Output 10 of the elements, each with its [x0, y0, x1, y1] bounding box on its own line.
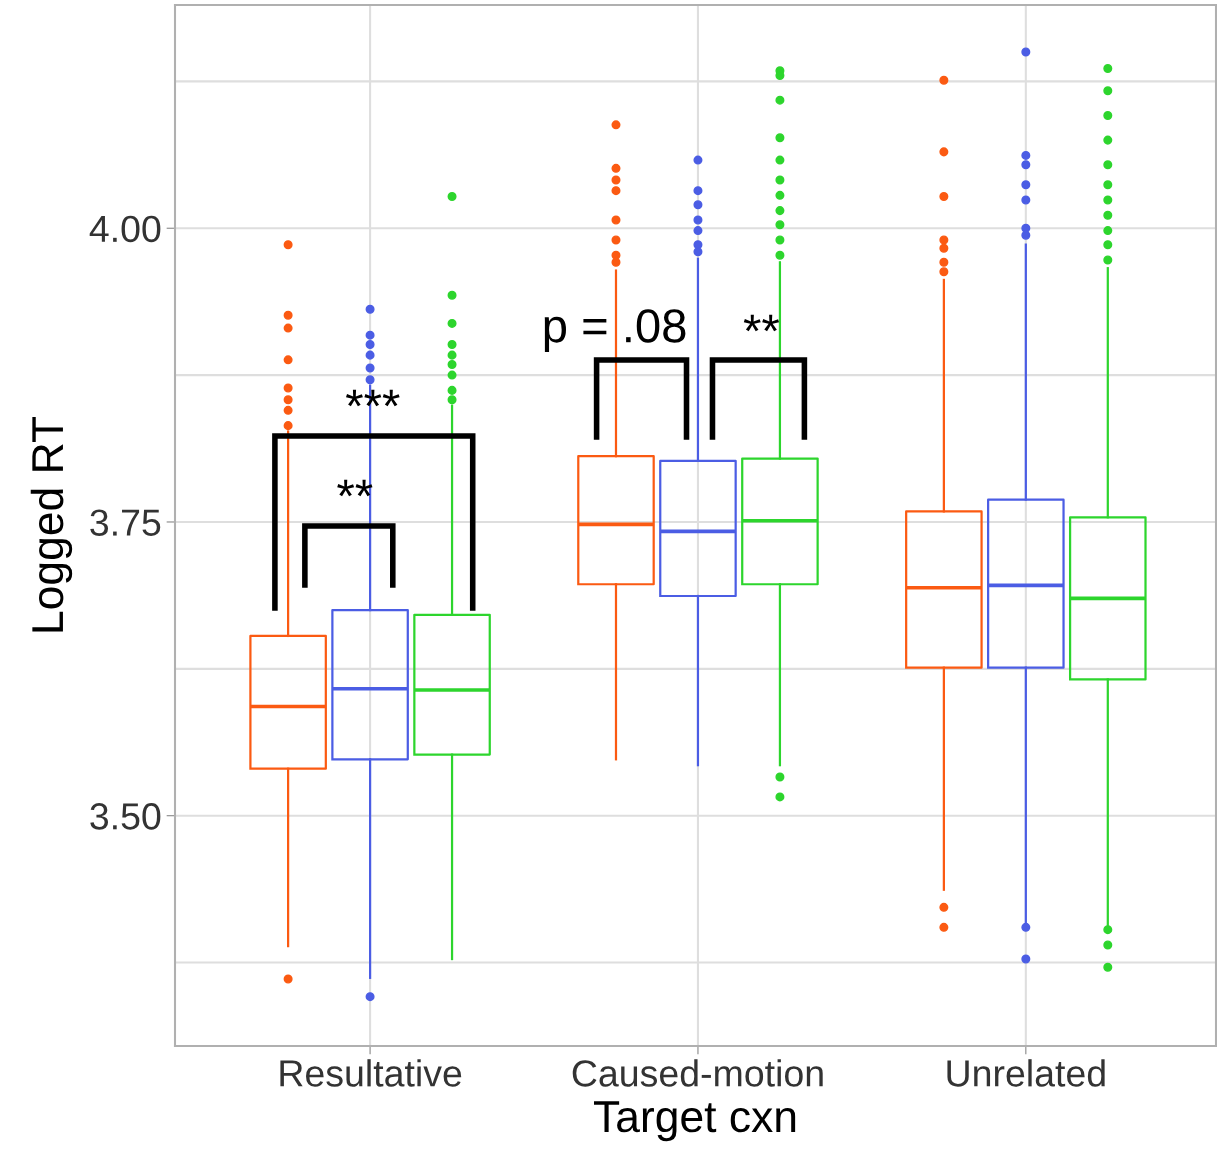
- y-tick-label: 3.50: [90, 803, 161, 830]
- annotation: **: [743, 314, 780, 332]
- y-axis-title: Logged RT: [30, 416, 73, 632]
- x-tick-label: Unrelated: [947, 1059, 1105, 1087]
- x-axis-title: Target cxn: [594, 1101, 796, 1142]
- x-tick-label: Caused-motion: [572, 1059, 823, 1087]
- y-tick-label: 4.00: [89, 215, 161, 243]
- y-tick-label: 3.75: [90, 509, 161, 536]
- x-tick-label: Resultative: [280, 1059, 462, 1087]
- annotation: p = .08: [544, 309, 686, 353]
